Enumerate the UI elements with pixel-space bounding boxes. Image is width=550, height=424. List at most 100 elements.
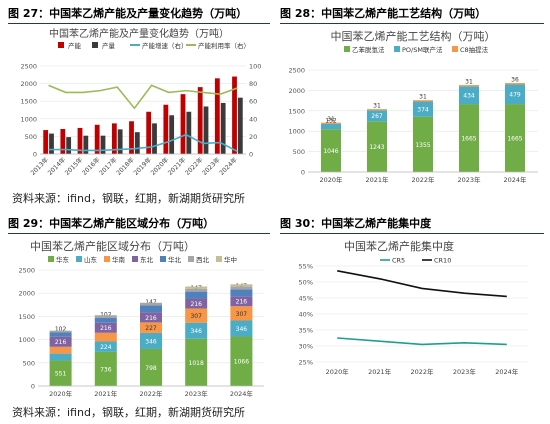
- bar-capacity: [94, 124, 100, 154]
- data-label: 216: [236, 299, 248, 306]
- x-tick-label: 2022年: [411, 175, 435, 184]
- bar-segment-2: [140, 322, 162, 333]
- series-line-utilization: [48, 84, 238, 110]
- legend-swatch-0: [344, 46, 350, 52]
- bar-segment-2: [94, 332, 117, 342]
- bar-segment-0: [413, 116, 433, 172]
- y-tick-label: 1000: [288, 128, 305, 136]
- legend-swatch-5: [188, 256, 194, 262]
- y-tick-label: 50%: [299, 279, 313, 287]
- bar-segment-0: [459, 104, 479, 172]
- x-tick-label: 2016年: [80, 156, 101, 177]
- data-label: 1066: [234, 359, 249, 366]
- chart-title: 中国苯乙烯产能区域分布（万吨）: [30, 239, 195, 253]
- x-tick-label: 2023年: [457, 175, 481, 184]
- bar-capacity: [197, 87, 203, 154]
- y-tick-label: 35%: [299, 327, 313, 335]
- bar-capacity: [111, 123, 117, 154]
- x-tick-label: 2019年: [132, 156, 153, 177]
- bar-capacity: [232, 76, 237, 154]
- legend-swatch-4: [160, 256, 166, 262]
- bar-segment-0: [367, 121, 387, 172]
- y-tick-label: 500: [23, 359, 35, 367]
- chart-title: 中国苯乙烯产能集中度: [344, 239, 454, 253]
- y-tick-label: 1500: [18, 313, 35, 321]
- data-label: 31: [419, 94, 427, 101]
- x-tick-label: 2021年: [166, 156, 187, 177]
- legend-swatch-2: [104, 256, 110, 262]
- legend-label-0: CR5: [392, 257, 405, 265]
- bar-output: [186, 111, 192, 154]
- y-tick-label: 1000: [20, 115, 37, 123]
- data-label: 479: [509, 92, 521, 99]
- legend-swatch-3: [132, 256, 138, 262]
- bar-segment-2: [49, 346, 72, 354]
- bar-segment-4: [185, 291, 208, 299]
- legend-label-1: CR10: [434, 257, 451, 265]
- bar-segment-0: [505, 104, 525, 172]
- bar-capacity: [163, 104, 169, 154]
- data-label: 216: [100, 325, 112, 332]
- bar-output: [237, 97, 243, 154]
- x-tick-label: 2023年: [200, 156, 221, 177]
- legend-label-2: 华南: [112, 255, 126, 264]
- y-tick-label: 2500: [20, 63, 37, 71]
- y-tick-label: 0: [301, 169, 305, 177]
- y-tick-label: 500: [293, 148, 305, 156]
- y-tick-label: 25%: [299, 359, 313, 367]
- bar-capacity: [60, 129, 66, 154]
- y-tick-label: 0: [33, 151, 37, 159]
- fig30-panel: 中国苯乙烯产能集中度 CR5 CR10 25% 30% 35% 40% 45% 50% 55% 20…: [282, 236, 544, 398]
- fig29-caption: 图 29：中国苯乙烯产能区域分布（万吨）: [8, 214, 270, 234]
- y-tick-label: 40%: [299, 311, 313, 319]
- bar-segment-0: [321, 129, 341, 172]
- bar-segment-3: [230, 296, 253, 307]
- bar-segment-1: [140, 332, 162, 349]
- bar-capacity: [77, 127, 83, 154]
- bar-output: [220, 102, 226, 154]
- bar-segment-2: [230, 306, 253, 321]
- bar-segment-1: [459, 86, 479, 105]
- data-label: 307: [236, 311, 248, 318]
- bar-segment-6: [185, 286, 208, 289]
- legend-label-1: 山东: [84, 255, 98, 264]
- data-label: 551: [55, 371, 67, 378]
- bar-segment-1: [230, 320, 253, 337]
- fig30-chart: 中国苯乙烯产能集中度 CR5 CR10 25% 30% 35% 40% 45% 50% 55% 20…: [299, 239, 528, 376]
- x-tick-label: 2020年: [49, 389, 73, 398]
- chart-title: 中国苯乙烯产能及产量变化趋势（万吨）: [49, 27, 229, 40]
- chart-title: 中国苯乙烯产能工艺结构（万吨）: [331, 29, 496, 43]
- y-tick-label: 2500: [288, 67, 305, 75]
- bar-output: [100, 135, 106, 154]
- bar-segment-4: [94, 318, 117, 323]
- data-label: 1355: [415, 142, 430, 149]
- legend-label-1: PO/SM联产法: [402, 45, 443, 54]
- y2-tick-label: 20: [249, 133, 257, 141]
- bar-segment-3: [94, 322, 117, 333]
- bar-segment-2: [367, 109, 387, 111]
- x-tick-label: 2020年: [326, 367, 350, 376]
- data-label: 147: [145, 299, 157, 306]
- bar-segment-5: [49, 330, 72, 333]
- bar-segment-5: [230, 286, 253, 290]
- x-tick-label: 2021年: [368, 367, 392, 376]
- series-line-cr10: [337, 270, 507, 298]
- y-tick-label: 500: [25, 133, 37, 141]
- bar-capacity: [129, 121, 134, 154]
- data-label: 31: [465, 79, 473, 86]
- bar-segment-1: [367, 110, 387, 122]
- bar-output: [169, 115, 175, 154]
- y-tick-label: 1000: [18, 336, 35, 344]
- data-label: 1665: [461, 135, 476, 142]
- fig29-chart: 中国苯乙烯产能区域分布（万吨） 华东 山东 华南 东北 华北 西北 华中 0 500 1000 150…: [18, 239, 264, 398]
- bar-output: [152, 123, 157, 154]
- data-label: 1243: [369, 144, 384, 151]
- x-tick-label: 2021年: [365, 175, 389, 184]
- legend-label-4: 华北: [168, 255, 182, 264]
- y-tick-label: 1500: [20, 98, 37, 106]
- data-label: 307: [190, 313, 202, 320]
- bar-segment-0: [230, 336, 253, 386]
- bar-segment-0: [185, 338, 208, 386]
- source-note-1: 资料来源：ifind，钢联，红期，新湖期货研究所: [12, 192, 245, 205]
- bar-segment-5: [140, 302, 162, 306]
